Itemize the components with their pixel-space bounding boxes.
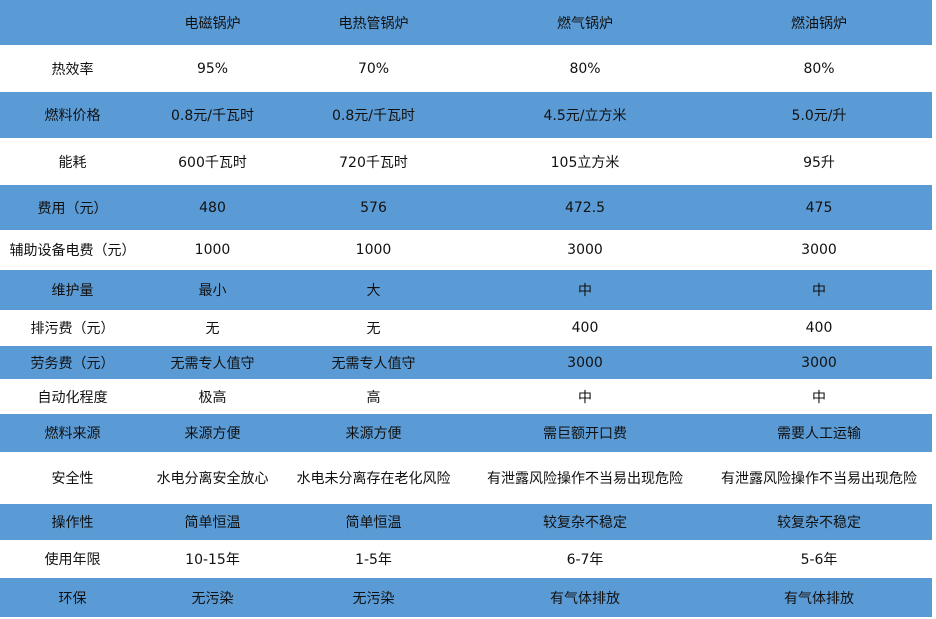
column-header: 燃气锅炉 xyxy=(557,15,613,32)
row-label: 辅助设备电费（元） xyxy=(9,243,136,259)
table-cell: 有泄露风险操作不当易出现危险 xyxy=(721,471,917,487)
row-label: 安全性 xyxy=(51,471,94,487)
table-cell: 4.5元/立方米 xyxy=(543,108,627,124)
table-cell: 中 xyxy=(812,283,826,299)
column-header: 电磁锅炉 xyxy=(184,15,241,32)
table-cell: 480 xyxy=(199,199,226,216)
table-row: 自动化程度 极高 高 中 中 xyxy=(0,379,932,414)
table-row: 辅助设备电费（元） 1000 1000 3000 3000 xyxy=(0,230,932,270)
table-cell: 5-6年 xyxy=(800,552,838,568)
table-cell: 中 xyxy=(812,389,826,406)
table-cell: 3000 xyxy=(567,242,603,258)
table-cell: 有气体排放 xyxy=(784,590,854,607)
table-cell: 1000 xyxy=(355,242,392,258)
row-label: 能耗 xyxy=(58,154,87,171)
table-cell: 80% xyxy=(569,60,601,77)
table-row: 热效率 95% 70% 80% 80% xyxy=(0,45,932,92)
column-header: 燃油锅炉 xyxy=(791,15,847,32)
table-cell: 95升 xyxy=(803,154,835,171)
table-cell: 1-5年 xyxy=(355,552,392,568)
row-label: 费用（元） xyxy=(37,200,108,217)
table-cell: 较复杂不稳定 xyxy=(777,515,861,531)
row-label: 燃料价格 xyxy=(44,108,101,124)
table-cell: 来源方便 xyxy=(184,426,241,442)
table-cell: 576 xyxy=(360,199,387,216)
table-cell: 95% xyxy=(196,60,229,77)
table-cell: 475 xyxy=(805,199,833,216)
table-cell: 720千瓦时 xyxy=(339,154,408,171)
table-cell: 3000 xyxy=(801,354,837,371)
table-cell: 无污染 xyxy=(191,590,234,607)
row-label: 操作性 xyxy=(51,515,94,531)
table-cell: 3000 xyxy=(801,242,837,258)
table-cell: 无 xyxy=(205,321,220,337)
table-row: 费用（元） 480 576 472.5 475 xyxy=(0,185,932,230)
table-cell: 70% xyxy=(357,60,390,77)
table-row: 环保 无污染 无污染 有气体排放 有气体排放 xyxy=(0,578,932,617)
table-row: 操作性 简单恒温 简单恒温 较复杂不稳定 较复杂不稳定 xyxy=(0,504,932,540)
table-cell: 需要人工运输 xyxy=(777,426,861,442)
table-cell: 0.8元/千瓦时 xyxy=(171,108,254,124)
table-cell: 无污染 xyxy=(352,590,395,607)
table-cell: 无 xyxy=(366,321,381,337)
table-cell: 简单恒温 xyxy=(345,515,402,531)
table-cell: 3000 xyxy=(567,354,603,371)
table-cell: 简单恒温 xyxy=(184,515,241,531)
table-row: 劳务费（元） 无需专人值守 无需专人值守 3000 3000 xyxy=(0,346,932,379)
table-cell: 大 xyxy=(366,283,381,299)
table-cell: 6-7年 xyxy=(566,552,604,568)
header-row: 电磁锅炉 电热管锅炉 燃气锅炉 燃油锅炉 xyxy=(0,0,932,45)
table-cell: 1000 xyxy=(194,242,231,258)
table-cell: 5.0元/升 xyxy=(791,108,847,124)
table-cell: 400 xyxy=(805,320,833,336)
table-row: 燃料价格 0.8元/千瓦时 0.8元/千瓦时 4.5元/立方米 5.0元/升 xyxy=(0,92,932,138)
table-row: 维护量 最小 大 中 中 xyxy=(0,270,932,310)
table-cell: 中 xyxy=(578,283,592,299)
row-label: 自动化程度 xyxy=(37,389,108,406)
table-cell: 水电未分离存在老化风险 xyxy=(296,471,451,487)
table-cell: 极高 xyxy=(198,389,227,406)
table-cell: 无需专人值守 xyxy=(331,355,416,372)
table-cell: 无需专人值守 xyxy=(170,355,255,372)
table-cell: 最小 xyxy=(198,283,227,299)
table-cell: 中 xyxy=(578,389,592,406)
table-cell: 高 xyxy=(366,389,381,406)
table-row: 安全性 水电分离安全放心 水电未分离存在老化风险 有泄露风险操作不当易出现危险 有泄露风… xyxy=(0,452,932,504)
table-cell: 需巨额开口费 xyxy=(543,426,627,442)
row-label: 维护量 xyxy=(51,283,94,299)
table-cell: 400 xyxy=(571,320,599,336)
table-row: 燃料来源 来源方便 来源方便 需巨额开口费 需要人工运输 xyxy=(0,414,932,452)
column-header xyxy=(0,0,145,45)
table-cell: 600千瓦时 xyxy=(178,154,247,171)
table-cell: 10-15年 xyxy=(185,552,240,568)
row-label: 热效率 xyxy=(51,61,94,78)
row-label: 使用年限 xyxy=(44,552,101,568)
row-label: 排污费（元） xyxy=(30,321,115,337)
table-cell: 472.5 xyxy=(564,199,606,216)
row-label: 劳务费（元） xyxy=(30,355,115,372)
table-cell: 有泄露风险操作不当易出现危险 xyxy=(487,471,683,487)
row-label: 环保 xyxy=(58,590,87,607)
column-header: 电热管锅炉 xyxy=(338,15,409,32)
table-cell: 水电分离安全放心 xyxy=(156,471,269,487)
table-cell: 有气体排放 xyxy=(550,590,620,607)
table-cell: 0.8元/千瓦时 xyxy=(332,108,415,124)
table-cell: 较复杂不稳定 xyxy=(543,515,627,531)
table-row: 排污费（元） 无 无 400 400 xyxy=(0,310,932,346)
table-cell: 105立方米 xyxy=(550,154,620,171)
row-label: 燃料来源 xyxy=(44,426,101,442)
table-cell: 80% xyxy=(803,60,835,77)
table-row: 能耗 600千瓦时 720千瓦时 105立方米 95升 xyxy=(0,138,932,185)
table-cell: 来源方便 xyxy=(345,426,402,442)
table-row: 使用年限 10-15年 1-5年 6-7年 5-6年 xyxy=(0,540,932,578)
